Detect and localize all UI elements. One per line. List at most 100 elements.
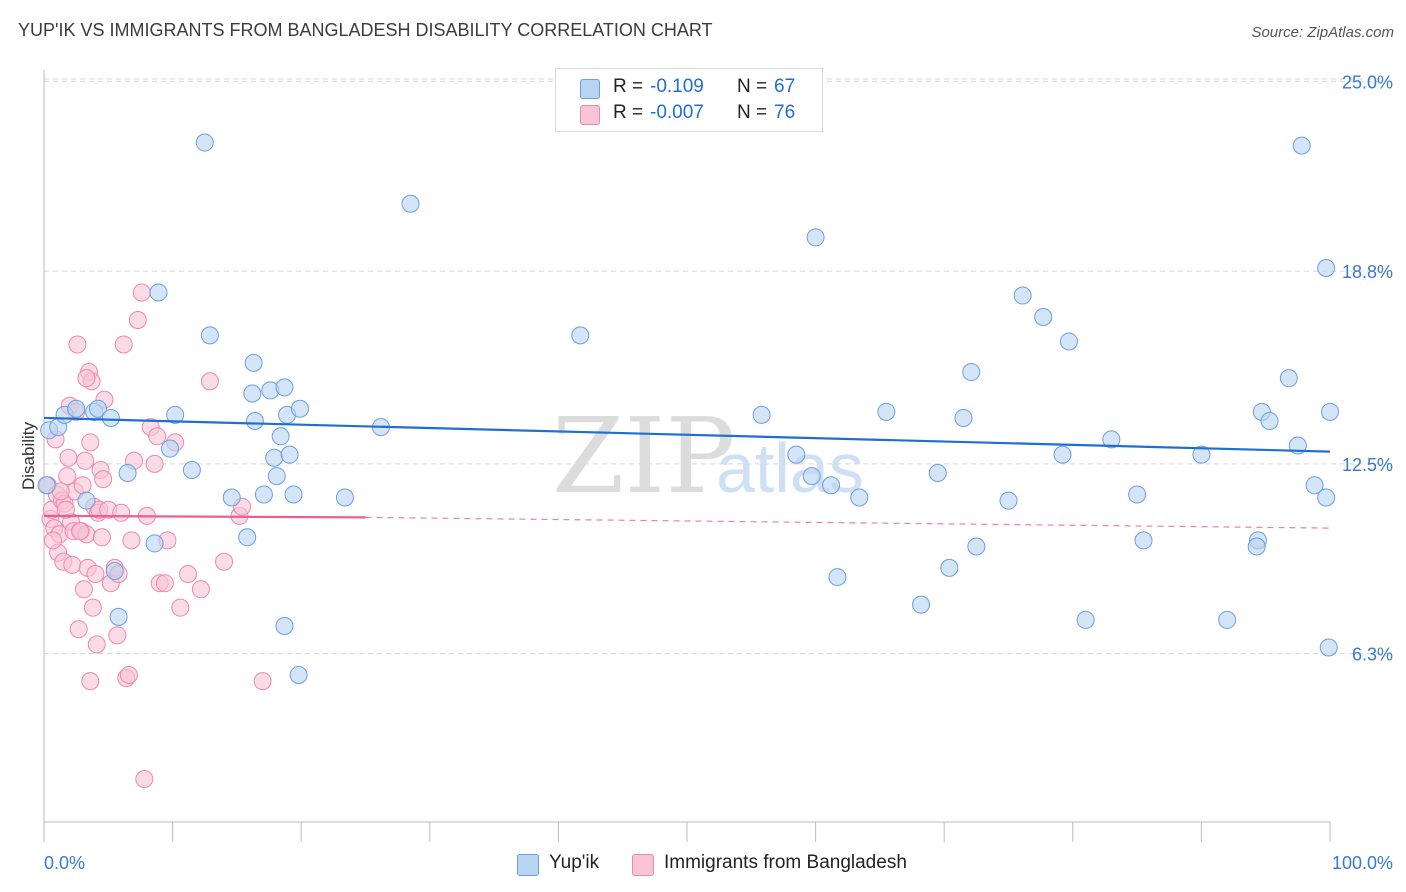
yupik-swatch [580, 79, 600, 99]
yupik-point [280, 445, 299, 464]
bangladesh-point [171, 598, 190, 617]
bangladesh-point [92, 528, 111, 547]
axes [43, 70, 1331, 842]
bangladesh-point [81, 672, 100, 691]
yupik-point [67, 399, 86, 418]
yupik-point [401, 194, 420, 213]
bangladesh-point [148, 427, 167, 446]
yupik-point [267, 467, 286, 486]
x-tick-label: 0.0% [44, 853, 85, 873]
yupik-point [245, 412, 264, 431]
y-tick-label: 18.8% [1342, 262, 1393, 282]
yupik-legend-swatch [517, 854, 539, 876]
yupik-point [1076, 610, 1095, 629]
bangladesh-point [83, 598, 102, 617]
yupik-point [101, 408, 120, 427]
yupik-point [1192, 445, 1211, 464]
yupik-point [1321, 402, 1339, 421]
yupik-point [195, 133, 214, 152]
yupik-point [1034, 307, 1053, 326]
yupik-point [1305, 476, 1324, 495]
yupik-point [877, 402, 896, 421]
yupik-point [222, 488, 241, 507]
yupik-point [1260, 412, 1279, 431]
yupik-point [243, 384, 262, 403]
yupik-point [145, 534, 164, 553]
watermark-atlas: atlas [716, 429, 864, 507]
data-points [37, 133, 1339, 789]
bangladesh-point [76, 451, 95, 470]
bangladesh-point [179, 565, 198, 584]
yupik-point [999, 491, 1018, 510]
r-value: -0.109 [650, 76, 704, 97]
yupik-point [928, 464, 947, 483]
bangladesh-point [135, 770, 154, 789]
bangladesh-point [81, 433, 100, 452]
yupik-point [806, 228, 825, 247]
yupik-point [238, 528, 257, 547]
yupik-point [1279, 369, 1298, 388]
bangladesh-point [122, 531, 141, 550]
yupik-point [967, 537, 986, 556]
yupik-point [275, 617, 294, 636]
bangladesh-point [191, 580, 210, 599]
yupik-point [1317, 488, 1336, 507]
n-value: 76 [774, 102, 796, 123]
yupik-point [182, 460, 201, 479]
bangladesh-point [86, 565, 105, 584]
bangladesh-point [63, 555, 82, 574]
yupik-point [787, 445, 806, 464]
yupik-point [77, 491, 96, 510]
bangladesh-point [56, 500, 75, 519]
yupik-trend-line [43, 416, 1331, 453]
yupik-point [940, 558, 959, 577]
bangladesh-point [69, 620, 88, 639]
bangladesh-point [119, 665, 138, 684]
yupik-point [254, 485, 273, 504]
bangladesh-trend-extension [365, 516, 1331, 529]
yupik-point [1102, 430, 1121, 449]
yupik-point [161, 439, 180, 458]
bangladesh-point [215, 552, 234, 571]
bangladesh-point [74, 580, 93, 599]
chart-title: YUP'IK VS IMMIGRANTS FROM BANGLADESH DIS… [18, 20, 713, 40]
tick-labels: 6.3% 12.5% 18.8% 25.0% 0.0% 100.0% [44, 72, 1393, 873]
bangladesh-point [112, 503, 131, 522]
y-tick-label: 12.5% [1342, 455, 1393, 475]
legend-label: Yup'ik [549, 852, 600, 873]
yupik-point [1247, 537, 1266, 556]
bangladesh-point [94, 470, 113, 489]
y-tick-label: 25.0% [1342, 72, 1393, 92]
yupik-point [1053, 445, 1072, 464]
r-label: R = [613, 102, 644, 123]
legend-label: Immigrants from Bangladesh [664, 852, 907, 873]
bangladesh-point [132, 283, 151, 302]
r-value: -0.007 [650, 102, 704, 123]
bangladesh-trend-line [43, 514, 366, 519]
bangladesh-point [71, 522, 90, 541]
bangladesh-point [108, 626, 127, 645]
yupik-point [1317, 259, 1336, 278]
yupik-point [275, 378, 294, 397]
yupik-point [118, 464, 137, 483]
yupik-point [1059, 332, 1078, 351]
bangladesh-point [87, 635, 106, 654]
bangladesh-point [200, 372, 219, 391]
yupik-point [962, 363, 981, 382]
yupik-point [954, 408, 973, 427]
watermark-zip: ZIP [552, 395, 735, 517]
y-axis-label: Disability [19, 421, 38, 490]
bangladesh-point [68, 335, 87, 354]
bangladesh-point [73, 476, 92, 495]
bangladesh-point [155, 574, 174, 593]
bangladesh-point [44, 531, 63, 550]
n-label: N = [737, 76, 768, 97]
stats-legend: R = -0.109 N = 67 R = -0.007 N = 76 [555, 68, 823, 132]
bangladesh-point [145, 454, 164, 473]
bangladesh-point [59, 448, 78, 467]
yupik-point [1319, 638, 1338, 657]
bangladesh-swatch [580, 105, 600, 125]
yupik-point [284, 485, 303, 504]
n-value: 67 [774, 76, 796, 97]
